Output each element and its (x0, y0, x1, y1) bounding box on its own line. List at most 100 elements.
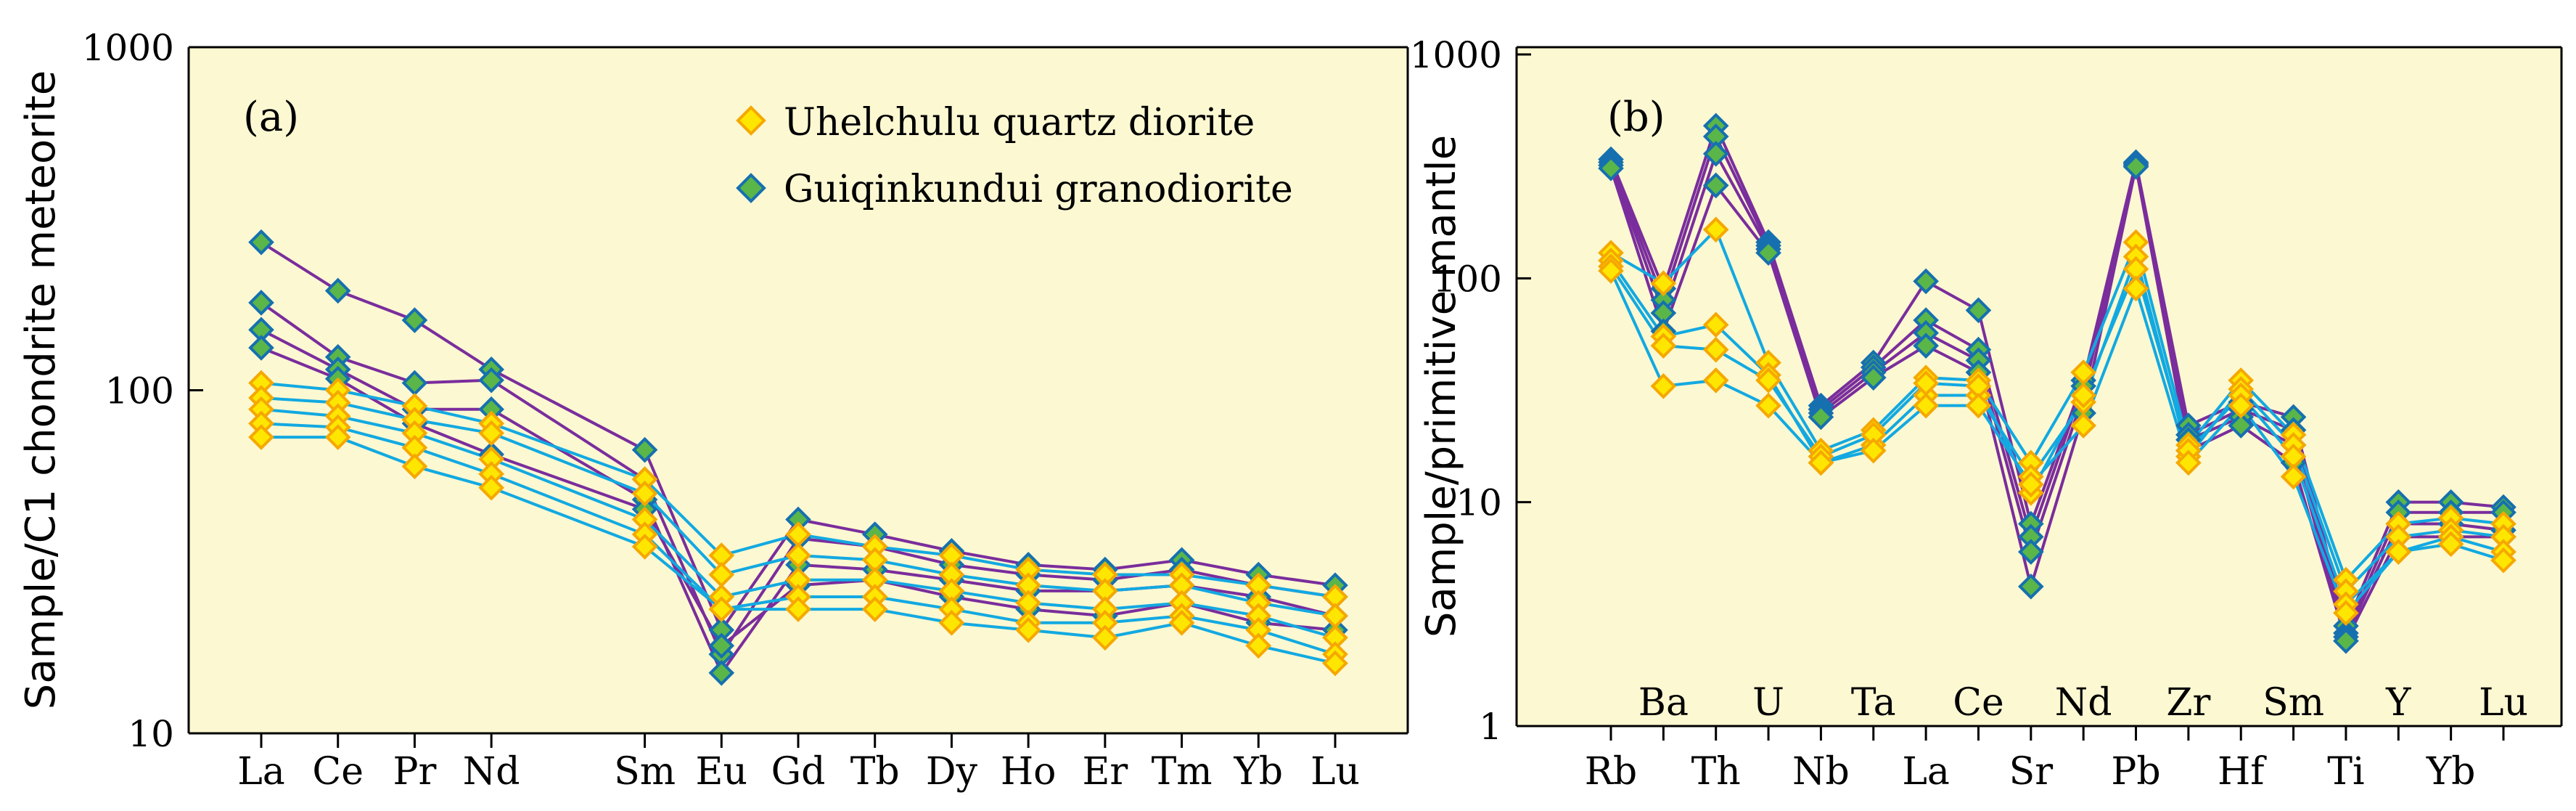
inner-tick-label-b: U (1752, 681, 1784, 725)
b-point-s3-14 (2333, 600, 2359, 627)
a-series-line-6 (260, 301, 1336, 656)
panel-label-b: (b) (1607, 94, 1665, 141)
a-point-s4-13 (1322, 650, 1348, 677)
xtick-label-a: Eu (696, 750, 747, 794)
b-point-s3-2 (1702, 367, 1729, 394)
b-point-s6-8 (2017, 539, 2044, 565)
xtick-label-a: Tb (850, 750, 900, 794)
a-point-s4-10 (1092, 624, 1118, 651)
b-point-s4-6 (1913, 268, 1939, 295)
a-series-line-2 (261, 407, 1336, 640)
series-a (248, 229, 1348, 686)
xtick-label-a: Nd (463, 750, 520, 794)
xtick-label-b: Pb (2111, 750, 2160, 794)
xtick-label-b: Yb (2426, 750, 2476, 794)
a-point-s7-5 (708, 659, 735, 686)
plot-area-b (1517, 47, 2561, 726)
a-series-line-1 (261, 396, 1336, 618)
a-point-s4-7 (861, 596, 888, 622)
xtick-label-a: Yb (1233, 750, 1283, 794)
xtick-label-a: Pr (393, 750, 436, 794)
b-point-s1-2 (1702, 311, 1729, 338)
a-point-s4-2 (401, 453, 428, 480)
xtick-label-a: Tm (1152, 750, 1213, 794)
a-point-s4-11 (1168, 609, 1195, 636)
b-point-s3-5 (1860, 437, 1887, 464)
yticks-b: 1000 100 10 1 (1410, 34, 1531, 748)
a-point-s1-4 (631, 480, 658, 507)
a-point-s1-6 (785, 542, 811, 568)
b-point-s2-2 (1702, 336, 1729, 363)
b-point-s3-13 (2280, 463, 2307, 490)
inner-tick-label-b: Ta (1851, 681, 1896, 725)
xtick-label-b: Hf (2218, 750, 2267, 794)
a-point-s4-9 (1015, 616, 1041, 643)
b-point-s3-3 (1755, 392, 1781, 419)
xtick-label-a: Er (1082, 750, 1128, 794)
xtick-label-a: La (237, 750, 285, 794)
a-point-s8-0 (248, 335, 274, 361)
inner-tick-label-b: Ba (1638, 681, 1689, 725)
legend-item-uhelchulu: Uhelchulu quartz diorite (736, 101, 1255, 144)
a-point-s4-3 (478, 474, 504, 501)
xtick-label-b: La (1902, 750, 1950, 794)
a-point-s4-5 (708, 596, 735, 622)
a-series-line-5 (260, 240, 1336, 632)
xtick-label-b: Nb (1792, 750, 1850, 794)
xticks-a: La Ce Pr Nd Sm Eu Gd Tb Dy Ho Er Tm Yb Lu (237, 733, 1360, 794)
b-series-line-6 (1609, 152, 2504, 639)
b-point-s7-0 (1598, 155, 1624, 182)
ylabel-a: Sample/C1 chondrite meteorite (17, 70, 65, 709)
ylabel-b: Sample/primitive mantle (1418, 135, 1465, 637)
inner-tick-label-b: Y (2385, 681, 2411, 725)
a-point-s1-3 (478, 420, 504, 447)
ytick-label-a: 10 (128, 713, 174, 755)
a-point-s4-6 (785, 596, 811, 622)
b-markers (1598, 113, 2516, 654)
a-point-s5-2 (401, 307, 428, 333)
a-series-line-4 (261, 436, 1336, 665)
xtick-label-b: Rb (1585, 750, 1637, 794)
yticks-a: 1000 100 10 (82, 27, 203, 755)
legend-label-uhelchulu: Uhelchulu quartz diorite (784, 101, 1255, 144)
a-point-s4-4 (631, 534, 658, 560)
series-b (1598, 113, 2516, 654)
inner-tick-label-b: Nd (2055, 681, 2112, 725)
b-point-s3-4 (1808, 449, 1834, 476)
b-point-s2-1 (1650, 333, 1677, 359)
b-point-s3-15 (2385, 539, 2412, 565)
b-point-s7-6 (1913, 333, 1939, 359)
b-point-s0-2 (1702, 216, 1729, 243)
panel-label-a: (a) (243, 94, 299, 141)
b-point-s7-5 (1860, 364, 1887, 391)
b-point-s3-16 (2437, 531, 2464, 558)
a-markers (248, 229, 1348, 686)
inner-tick-label-b: Lu (2479, 681, 2528, 725)
plot-area-a (189, 47, 1408, 733)
xtick-label-a: Gd (771, 750, 826, 794)
a-point-s5-0 (248, 229, 274, 256)
xtick-label-b: Th (1691, 750, 1741, 794)
b-series-line-0 (1609, 228, 2504, 582)
b-point-s7-4 (1808, 404, 1834, 431)
ytick-label-a: 1000 (82, 27, 174, 69)
inner-tick-label-b: Zr (2166, 681, 2210, 725)
xtick-label-a: Lu (1310, 750, 1360, 794)
b-point-s7-12 (2228, 412, 2255, 439)
b-point-s7-14 (2333, 627, 2359, 654)
b-point-s3-6 (1913, 392, 1939, 419)
a-point-s5-1 (324, 277, 351, 304)
ytick-label-a: 100 (105, 370, 174, 412)
b-point-s3-8 (2017, 471, 2044, 498)
ytick-label-b: 1000 (1410, 34, 1502, 76)
a-series-line-3 (261, 422, 1336, 656)
panel-b: (b) Sample/primitive mantle 1000 100 10 1 R… (1410, 34, 2563, 794)
xtick-label-a: Dy (926, 750, 978, 794)
b-point-s3-11 (2175, 449, 2202, 476)
a-point-s4-12 (1245, 632, 1272, 659)
a-point-s4-8 (938, 609, 965, 636)
b-point-s4-7 (1965, 297, 1992, 324)
legend-label-guiqinkundui: Guiqinkundui granodiorite (784, 168, 1293, 211)
